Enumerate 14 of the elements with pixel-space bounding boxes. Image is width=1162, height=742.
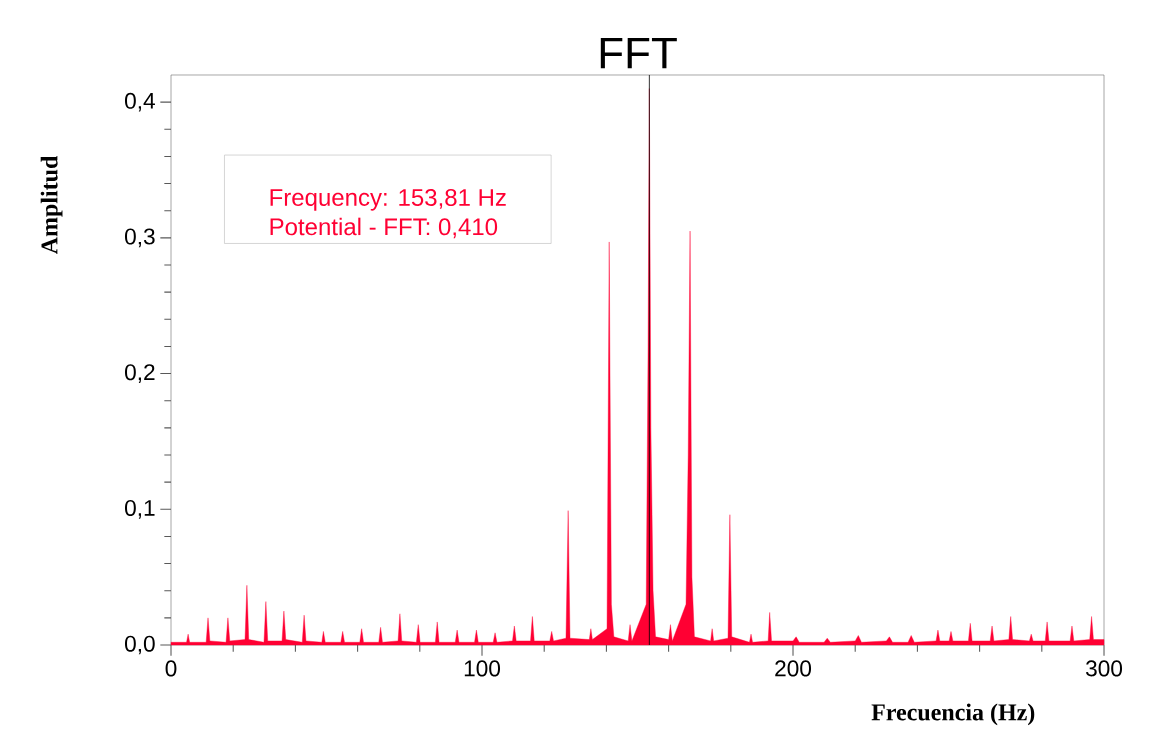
y-tick-label: 0,4 [124,92,155,112]
x-tick-label: 300 [1085,660,1123,677]
y-tick-label: 0,0 [124,635,155,655]
x-tick-label: 200 [775,660,812,677]
annotation: Potential - FFT: 0,410 [270,217,498,239]
y-axis-title: Amplitud [40,155,63,255]
y-tick-label: 0,3 [124,228,155,248]
x-tick-label: 100 [464,660,501,677]
chart-title: FFT [600,38,677,69]
annotation: Frequency: 153,81 Hz [270,188,506,211]
y-tick-label: 0,2 [124,364,155,383]
x-axis-title: Frecuencia (Hz) [871,703,1035,726]
y-tick-label: 0,1 [124,499,155,519]
x-tick-label: 0 [165,660,177,677]
